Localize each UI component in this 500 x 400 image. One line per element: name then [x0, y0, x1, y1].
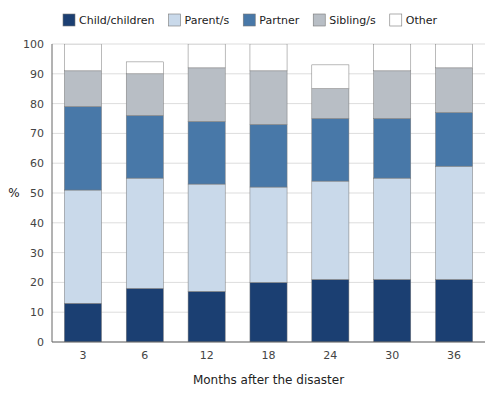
bar-segment [312, 181, 349, 279]
grid-line [52, 342, 485, 343]
legend-label: Partner [259, 14, 299, 27]
bar-segment [188, 121, 225, 184]
legend-item: Other [390, 14, 438, 27]
x-tick-label: 24 [323, 349, 337, 362]
bar-segment [64, 107, 101, 190]
x-tick-label: 12 [200, 349, 214, 362]
bar-segment [436, 68, 473, 113]
y-tick-label: 100 [23, 38, 44, 51]
legend-swatch [63, 14, 75, 26]
y-axis: 0 10 20 30 40 50 60 70 80 90 100 [23, 38, 44, 349]
y-tick-label: 60 [30, 157, 44, 170]
bar-segment [250, 44, 287, 71]
bar-segment [312, 279, 349, 342]
legend-item: Sibling/s [313, 14, 376, 27]
y-axis-title: % [8, 186, 19, 200]
bar-segment [126, 74, 163, 116]
bar-segment [64, 190, 101, 303]
x-tick-label: 3 [79, 349, 86, 362]
bar-segment [250, 187, 287, 282]
y-tick-label: 80 [30, 98, 44, 111]
legend-label: Child/children [79, 14, 155, 27]
y-tick-label: 90 [30, 68, 44, 81]
y-tick-label: 40 [30, 217, 44, 230]
bar-segment [250, 124, 287, 187]
legend-label: Other [406, 14, 438, 27]
bar-segment [126, 116, 163, 179]
bar-segment [436, 44, 473, 68]
y-tick-label: 20 [30, 276, 44, 289]
bar-segment [126, 178, 163, 288]
bar-segment [250, 282, 287, 342]
y-tick-label: 70 [30, 127, 44, 140]
bar-segment [374, 279, 411, 342]
legend-swatch [169, 14, 181, 26]
bar-segment [64, 71, 101, 107]
bar-segment [374, 119, 411, 179]
x-axis-title: Months after the disaster [193, 373, 344, 387]
bar-segment [250, 71, 287, 125]
bar-segment [374, 178, 411, 279]
bar-segment [374, 44, 411, 71]
bar-segment [374, 71, 411, 119]
bar-segment [188, 291, 225, 342]
x-tick-label: 30 [385, 349, 399, 362]
bar-segment [64, 303, 101, 342]
legend-label: Parent/s [185, 14, 230, 27]
x-tick-label: 36 [447, 349, 461, 362]
y-tick-label: 50 [30, 187, 44, 200]
bar-segment [436, 113, 473, 167]
y-tick-label: 10 [30, 306, 44, 319]
chart: 0102030405060708090100361218243036Months… [0, 0, 500, 400]
x-axis: 361218243036 [79, 349, 461, 362]
x-tick-label: 18 [262, 349, 276, 362]
legend-label: Sibling/s [329, 14, 376, 27]
y-tick-label: 0 [37, 336, 44, 349]
legend: Child/children Parent/s Partner Sibling/s Ot… [63, 14, 437, 27]
bar-segment [436, 279, 473, 342]
bar-segment [312, 89, 349, 119]
bar-segment [188, 68, 225, 122]
bars [64, 44, 472, 342]
x-tick-label: 6 [141, 349, 148, 362]
x-axis-line [52, 342, 485, 343]
bar-segment [188, 184, 225, 291]
bar-segment [126, 288, 163, 342]
legend-swatch [243, 14, 255, 26]
legend-swatch [313, 14, 325, 26]
y-axis-line [52, 44, 53, 342]
grid [52, 44, 485, 342]
bar-segment [312, 119, 349, 182]
legend-item: Partner [243, 14, 299, 27]
bar-segment [436, 166, 473, 279]
bar-segment [312, 65, 349, 89]
legend-item: Parent/s [169, 14, 230, 27]
bar-segment [188, 44, 225, 68]
legend-item: Child/children [63, 14, 155, 27]
bar-segment [126, 62, 163, 74]
y-tick-label: 30 [30, 247, 44, 260]
bar-segment [64, 44, 101, 71]
legend-swatch [390, 14, 402, 26]
